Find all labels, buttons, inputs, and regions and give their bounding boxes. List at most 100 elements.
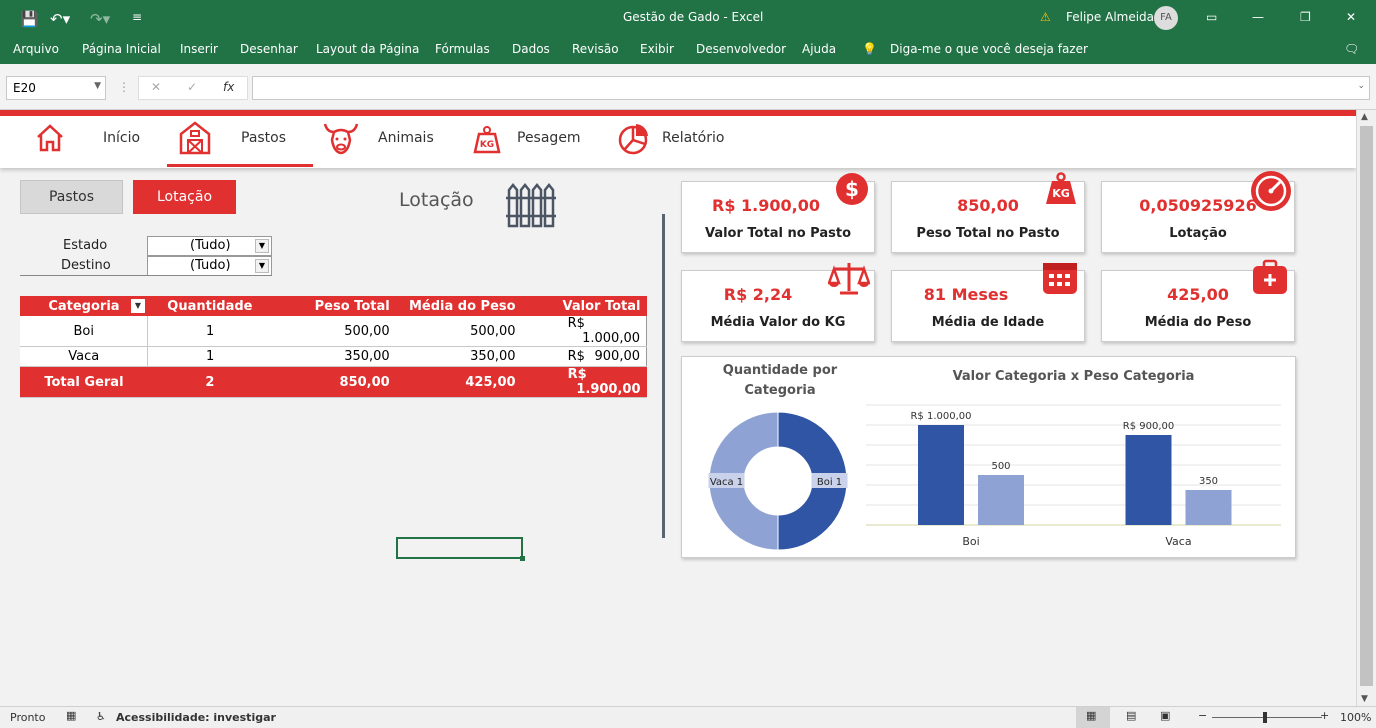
cell-valor[interactable]: R$ 900,00 <box>521 346 647 367</box>
kpi-card-media-idade[interactable]: 81 Meses Média de Idade <box>891 263 1085 342</box>
zoom-level[interactable]: 100% <box>1340 711 1372 724</box>
table-row[interactable]: Boi 1 500,00 500,00 R$ 1.000,00 <box>20 316 647 347</box>
undo-icon[interactable]: ↶▾ <box>50 10 71 28</box>
bar[interactable] <box>918 425 964 525</box>
kpi-card-peso-total[interactable]: 850,00 Peso Total no Pasto KG <box>891 172 1085 253</box>
donut-chart[interactable]: Boi 1 Vaca 1 <box>708 411 848 551</box>
kpi-label: Lotação <box>1169 226 1227 241</box>
scroll-down-icon[interactable]: ▼ <box>1361 694 1368 704</box>
bar[interactable] <box>1185 490 1232 525</box>
tab-lotacao-button[interactable]: Lotação <box>133 180 236 214</box>
page-break-icon[interactable]: ▣ <box>1160 709 1171 722</box>
tab-pagina-inicial[interactable]: Página Inicial <box>82 42 161 56</box>
tab-ajuda[interactable]: Ajuda <box>802 42 837 56</box>
name-box[interactable]: E20 ▼ <box>6 76 106 100</box>
header-categoria[interactable]: Categoria ▼ <box>20 296 148 316</box>
destino-filter[interactable]: (Tudo) ▼ <box>147 256 272 276</box>
close-icon[interactable]: ✕ <box>1346 10 1357 24</box>
nav-pesagem[interactable]: Pesagem <box>517 130 581 146</box>
scroll-thumb[interactable] <box>1360 126 1373 686</box>
restore-icon[interactable]: ❐ <box>1300 10 1311 24</box>
chevron-down-icon[interactable]: ▼ <box>255 259 269 273</box>
nav-pastos[interactable]: Pastos <box>241 130 287 146</box>
tab-revisao[interactable]: Revisão <box>572 42 619 56</box>
bar[interactable] <box>1125 435 1172 525</box>
weight-kg-icon[interactable]: KG <box>472 124 502 154</box>
enter-icon[interactable]: ✓ <box>187 80 198 94</box>
formula-input[interactable]: ⌄ <box>252 76 1370 100</box>
warning-icon[interactable]: ⚠ <box>1040 10 1051 24</box>
avatar[interactable]: FA <box>1154 6 1178 30</box>
kpi-card-lotacao[interactable]: 0,050925926 Lotação <box>1101 171 1295 253</box>
tab-dados[interactable]: Dados <box>512 42 550 56</box>
page-layout-icon[interactable]: ▤ <box>1126 709 1137 722</box>
filter-dropdown-icon[interactable]: ▼ <box>130 299 145 313</box>
tab-exibir[interactable]: Exibir <box>640 42 674 56</box>
kpi-card-media-peso[interactable]: 425,00 Média do Peso <box>1101 259 1295 342</box>
cell-quantidade[interactable]: 1 <box>147 346 272 367</box>
tab-layout[interactable]: Layout da Página <box>316 42 420 56</box>
zoom-thumb[interactable] <box>1263 712 1267 723</box>
bull-icon[interactable] <box>322 120 360 156</box>
cell-total-quantidade[interactable]: 2 <box>147 366 272 398</box>
scroll-up-icon[interactable]: ▲ <box>1361 112 1368 122</box>
nav-inicio[interactable]: Início <box>103 130 141 146</box>
tab-desenhar[interactable]: Desenhar <box>240 42 298 56</box>
pie-chart-icon[interactable] <box>616 122 650 156</box>
cell-media[interactable]: 350,00 <box>395 346 522 367</box>
cell-categoria[interactable]: Boi <box>20 316 149 347</box>
kpi-card-media-valor-kg[interactable]: R$ 2,24 Média Valor do KG <box>681 263 875 342</box>
cell-total-valor[interactable]: R$ 1.900,00 <box>521 366 647 398</box>
cell-peso[interactable]: 500,00 <box>271 316 396 347</box>
cell-total-label[interactable]: Total Geral <box>20 366 148 398</box>
tell-me-search[interactable]: Diga-me o que você deseja fazer <box>890 42 1088 56</box>
zoom-slider[interactable] <box>1212 717 1322 718</box>
tab-desenvolvedor[interactable]: Desenvolvedor <box>696 42 787 56</box>
tab-formulas[interactable]: Fórmulas <box>435 42 490 56</box>
cell-media[interactable]: 500,00 <box>395 316 522 347</box>
cell-total-media[interactable]: 425,00 <box>395 366 522 398</box>
bar[interactable] <box>978 475 1024 525</box>
cancel-icon[interactable]: ✕ <box>151 80 162 94</box>
minimize-icon[interactable]: — <box>1252 10 1264 24</box>
zoom-in-icon[interactable]: + <box>1320 709 1330 722</box>
cell-categoria[interactable]: Vaca <box>20 346 149 367</box>
bar-chart[interactable]: R$ 1.000,00 500 Boi R$ 900,00 350 Vaca <box>866 397 1281 557</box>
ribbon-display-icon[interactable]: ▭ <box>1206 10 1218 24</box>
cell-total-peso[interactable]: 850,00 <box>271 366 396 398</box>
insert-function-icon[interactable]: fx <box>223 80 235 94</box>
nav-relatorio[interactable]: Relatório <box>662 130 725 146</box>
accessibility-status[interactable]: Acessibilidade: investigar <box>116 711 276 724</box>
total-row[interactable]: Total Geral 2 850,00 425,00 R$ 1.900,00 <box>20 366 647 398</box>
accessibility-icon[interactable]: ♿ <box>96 710 106 723</box>
chevron-down-icon[interactable]: ▼ <box>255 239 269 253</box>
macro-icon[interactable]: ▦ <box>66 709 77 722</box>
comments-icon[interactable]: 🗨 <box>1344 42 1360 56</box>
estado-filter[interactable]: (Tudo) ▼ <box>147 236 272 256</box>
cell-quantidade[interactable]: 1 <box>147 316 272 347</box>
home-icon[interactable] <box>34 122 66 154</box>
worksheet[interactable]: Início Pastos Animais KG Pesagem Relatór… <box>0 110 1356 706</box>
normal-view-button[interactable]: ▦ <box>1076 707 1110 728</box>
kpi-card-valor-total[interactable]: R$ 1.900,00 Valor Total no Pasto $ <box>681 173 875 253</box>
cell-peso[interactable]: 350,00 <box>271 346 396 367</box>
zoom-out-icon[interactable]: − <box>1198 709 1208 722</box>
cell-valor[interactable]: R$ 1.000,00 <box>521 316 647 347</box>
save-icon[interactable]: 💾 <box>20 10 39 28</box>
fill-handle[interactable] <box>520 556 525 561</box>
barn-icon[interactable] <box>178 120 212 156</box>
redo-icon[interactable]: ↷▾ <box>90 10 111 28</box>
nav-animais[interactable]: Animais <box>378 130 434 146</box>
table-row[interactable]: Vaca 1 350,00 350,00 R$ 900,00 <box>20 346 647 367</box>
selected-cell[interactable] <box>396 537 525 561</box>
expand-icon[interactable]: ⌄ <box>1357 81 1365 91</box>
tab-pastos-button[interactable]: Pastos <box>20 180 123 214</box>
vertical-scrollbar[interactable]: ▲ ▼ <box>1356 110 1376 706</box>
user-name[interactable]: Felipe Almeida <box>1066 10 1155 24</box>
tab-arquivo[interactable]: Arquivo <box>13 42 59 56</box>
charts-card: Quantidade por Categoria Boi 1 Vaca 1 Val… <box>681 356 1296 558</box>
chevron-down-icon[interactable]: ▼ <box>94 81 101 91</box>
tab-inserir[interactable]: Inserir <box>180 42 218 56</box>
pivot-table[interactable]: Categoria ▼ Quantidade Peso Total Média d… <box>20 296 647 398</box>
customize-qat-icon[interactable]: ≡ <box>132 10 143 24</box>
